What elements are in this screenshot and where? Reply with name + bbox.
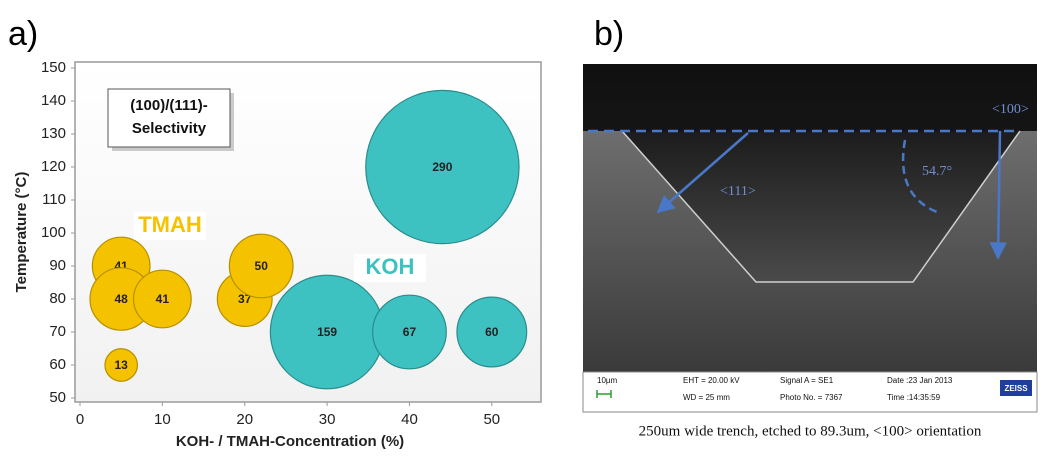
x-tick-label: 50: [483, 411, 500, 428]
data-label: 41: [156, 292, 170, 306]
data-label: 159: [317, 325, 337, 339]
panel-label: b): [594, 15, 624, 53]
data-label: 290: [432, 160, 452, 174]
y-tick-label: 110: [42, 191, 66, 208]
y-tick-label: 150: [41, 59, 66, 76]
brand-box: [1000, 380, 1032, 396]
direction-label: <111>: [720, 184, 756, 199]
bubble: [228, 233, 294, 299]
info-text: Date :23 Jan 2013: [887, 376, 953, 385]
x-tick-label: 40: [401, 411, 418, 428]
trench-edge: [621, 130, 1021, 283]
data-label: 60: [485, 325, 499, 339]
arrow-100: [989, 130, 1007, 260]
info-text: WD = 25 mm: [683, 393, 730, 402]
bubble-chart: 50 60 70 80 90 100 110 120 130 140 150 0 10 20 30 40 50 K…: [13, 59, 528, 450]
y-tick-label: 100: [41, 224, 66, 241]
info-text: EHT = 20.00 kV: [683, 376, 740, 385]
y-axis-title: Temperature (°C): [13, 172, 30, 293]
info-text: Signal A = SE1: [780, 376, 834, 385]
bubble: [372, 294, 447, 370]
scale-bar: [596, 390, 612, 398]
scale-label: 10µm: [597, 376, 618, 385]
bubble: [365, 89, 520, 245]
angle-label: 54.7°: [922, 164, 952, 179]
annotation-box: [107, 88, 231, 148]
info-bar: [582, 371, 1038, 413]
x-tick-label: 30: [319, 411, 336, 428]
info-text: Photo No. = 7367: [780, 393, 843, 402]
trench: [622, 131, 1020, 282]
x-axis-title: KOH- / TMAH-Concentration (%): [176, 433, 404, 450]
bubble: [104, 348, 139, 382]
series-label: TMAH: [138, 212, 202, 237]
y-tick-label: 90: [49, 257, 66, 274]
panel-label: a): [8, 15, 38, 53]
series-label-bg: [354, 254, 426, 282]
data-label: 13: [115, 358, 129, 372]
y-tick-label: 60: [49, 356, 66, 373]
sem-image: <111> 54.7° <100> 10µm EHT = 20.00 kV WD…: [582, 64, 1038, 439]
y-tick-label: 120: [41, 158, 66, 175]
series-label-bg: [134, 212, 206, 240]
y-tick-label: 130: [41, 125, 66, 142]
y-tick-label: 70: [49, 323, 66, 340]
annotation: (100)/(111)-: [130, 97, 208, 114]
x-tick-label: 20: [236, 411, 253, 428]
bubble: [456, 296, 528, 368]
data-label: 48: [115, 292, 129, 306]
brand: ZEISS: [1004, 384, 1028, 393]
data-label: 50: [255, 259, 269, 273]
y-tick-label: 140: [41, 92, 66, 109]
y-tick-label: 50: [49, 389, 66, 406]
angle-arc: [901, 139, 938, 214]
caption: 250um wide trench, etched to 89.3um, <10…: [639, 423, 982, 439]
data-label: 67: [403, 325, 417, 339]
silicon: [583, 131, 1037, 372]
y-tick-label: 80: [49, 290, 66, 307]
direction-label: <100>: [992, 102, 1029, 117]
x-tick-label: 10: [154, 411, 171, 428]
info-text: Time :14:35:59: [887, 393, 941, 402]
x-tick-label: 0: [76, 411, 84, 428]
annotation: Selectivity: [132, 120, 207, 137]
series-label: KOH: [366, 254, 415, 279]
bubble: [132, 269, 192, 329]
arrow-111: [656, 132, 749, 214]
